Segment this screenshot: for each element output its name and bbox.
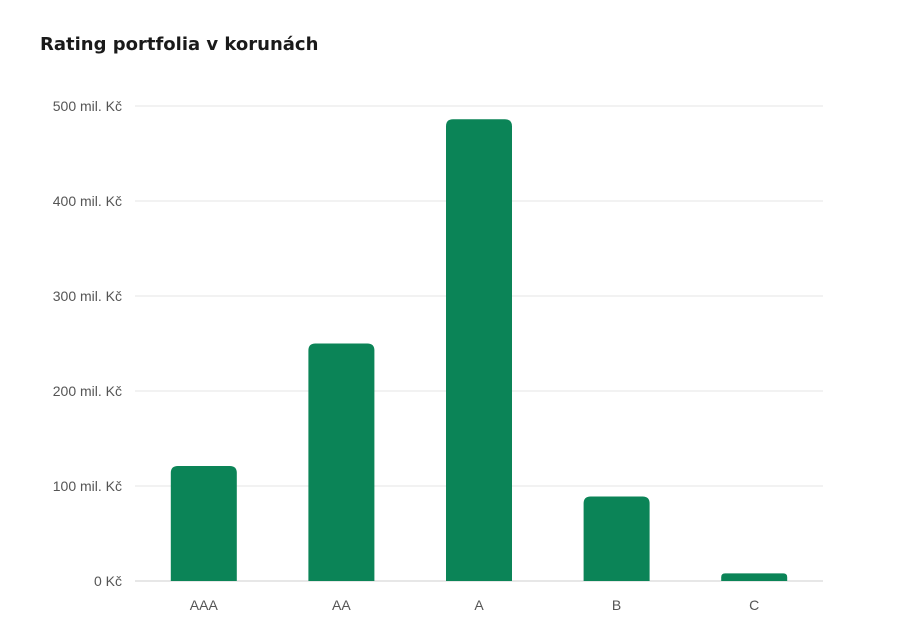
x-tick-label: A (474, 597, 484, 613)
y-tick-label: 300 mil. Kč (53, 288, 122, 304)
bar-c (721, 573, 788, 581)
y-tick-label: 400 mil. Kč (53, 193, 122, 209)
x-tick-label: C (749, 597, 759, 613)
bar-aaa (170, 466, 237, 581)
chart-title: Rating portfolia v korunách (40, 34, 319, 55)
x-tick-label: AAA (190, 597, 219, 613)
y-tick-label: 200 mil. Kč (53, 383, 122, 399)
y-tick-label: 100 mil. Kč (53, 478, 122, 494)
x-tick-label: AA (332, 597, 351, 613)
bar-a (446, 119, 512, 582)
x-axis-ticks: AAA AA A B C (190, 597, 759, 613)
y-tick-label: 0 Kč (94, 573, 122, 589)
bars (170, 119, 788, 582)
bar-aa (308, 343, 375, 581)
x-tick-label: B (612, 597, 621, 613)
y-axis-ticks: 0 Kč 100 mil. Kč 200 mil. Kč 300 mil. Kč 400… (53, 98, 122, 589)
bar-b (583, 496, 650, 581)
y-tick-label: 500 mil. Kč (53, 98, 122, 114)
